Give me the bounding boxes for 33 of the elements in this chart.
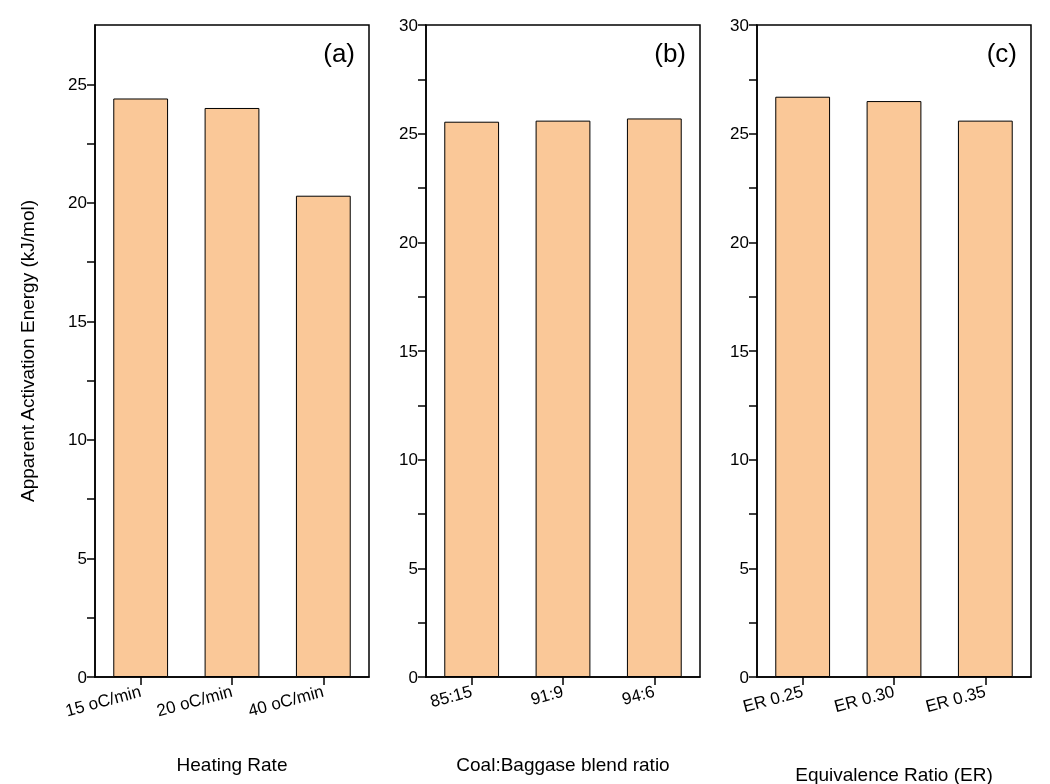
y-tick-label: 30 bbox=[399, 15, 418, 35]
x-tick-label: 94:6 bbox=[619, 681, 657, 709]
annotation: (b) bbox=[654, 38, 686, 68]
x-tick-label: ER 0.35 bbox=[923, 681, 988, 717]
y-tick-label: 0 bbox=[408, 667, 418, 687]
x-tick-label: ER 0.30 bbox=[832, 681, 897, 717]
y-tick-label: 0 bbox=[77, 667, 87, 687]
y-tick-label: 15 bbox=[399, 341, 418, 361]
x-tick-label: 20 oC/min bbox=[154, 681, 235, 721]
x-tick-label: 85:15 bbox=[428, 681, 475, 712]
y-tick-label: 15 bbox=[68, 311, 87, 331]
y-tick-label: 25 bbox=[68, 74, 87, 94]
y-tick-label: 20 bbox=[730, 232, 749, 252]
x-tick-label: 40 oC/min bbox=[246, 681, 326, 721]
y-tick-label: 10 bbox=[68, 430, 87, 450]
y-tick-label: 25 bbox=[730, 124, 749, 144]
x-axis-title: Coal:Baggase blend ratio bbox=[456, 754, 670, 775]
y-tick-label: 20 bbox=[399, 232, 418, 252]
y-tick-label: 10 bbox=[399, 450, 418, 470]
y-tick-label: 5 bbox=[739, 558, 749, 578]
y-tick-label: 5 bbox=[77, 548, 87, 568]
x-tick-label: 91:9 bbox=[528, 681, 566, 709]
y-tick-label: 20 bbox=[68, 193, 87, 213]
annotation: (a) bbox=[323, 38, 355, 68]
y-tick-label: 30 bbox=[730, 15, 749, 35]
y-tick-label: 10 bbox=[730, 450, 749, 470]
y-tick-label: 5 bbox=[408, 558, 418, 578]
y-axis-title: Apparent Activation Energy (kJ/mol) bbox=[17, 199, 38, 503]
annotation: (c) bbox=[986, 38, 1018, 68]
y-tick-label: 25 bbox=[399, 124, 418, 144]
y-tick-label: 0 bbox=[739, 667, 749, 687]
x-axis-title: Heating Rate bbox=[176, 754, 288, 775]
y-tick-label: 15 bbox=[730, 341, 749, 361]
